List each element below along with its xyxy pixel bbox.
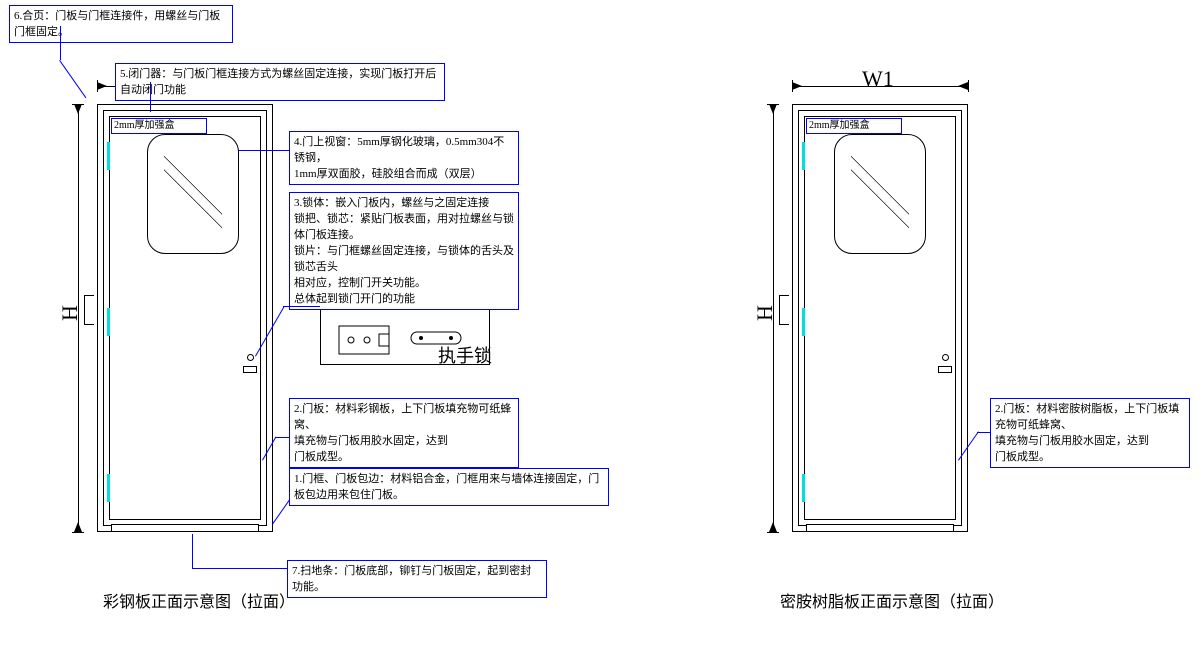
arrow-icon	[74, 522, 82, 532]
door-window	[147, 134, 239, 254]
hinge-icon	[107, 308, 110, 336]
keyhole-plate-icon	[938, 366, 952, 373]
dim-label-h: H	[752, 305, 778, 321]
door-sweep	[806, 524, 954, 532]
leader-line	[192, 534, 193, 568]
leader-line	[192, 568, 287, 569]
hinge-icon	[107, 142, 110, 170]
note-6: 6.合页：门板与门框连接件，用螺丝与门板门框固定。	[9, 5, 233, 43]
leader-line	[283, 306, 320, 307]
door-handle-icon	[247, 354, 254, 361]
leader-line	[60, 26, 61, 60]
closer-label: 2mm厚加强盒	[114, 120, 175, 131]
dim-label-h: H	[57, 305, 83, 321]
leader-line	[272, 499, 290, 524]
door-handle-icon	[942, 354, 949, 361]
note-3: 3.锁体：嵌入门板内，螺丝与之固定连接 锁把、锁芯：紧贴门板表面，用对拉螺丝与锁…	[289, 192, 519, 310]
dim-tick	[72, 532, 84, 533]
closer-box: 2mm厚加强盒	[111, 118, 207, 134]
dim-tick	[968, 80, 969, 92]
closer-box: 2mm厚加强盒	[806, 118, 902, 134]
hinge-icon	[802, 308, 805, 336]
hinge-icon	[802, 474, 805, 502]
dim-label-w1: W1	[862, 66, 894, 92]
note-5: 5.闭门器：与门板门框连接方式为螺丝固定连接，实现门板打开后自动闭门功能	[115, 63, 445, 101]
note-2b: 2.门板：材料密胺树脂板，上下门板填充物可纸蜂窝、 填充物与门板用胶水固定，达到…	[990, 398, 1190, 468]
keyhole-plate-icon	[243, 366, 257, 373]
caption-right: 密胺树脂板正面示意图（拉面）	[780, 588, 1004, 612]
arrow-icon	[74, 104, 82, 114]
hinge-icon	[107, 474, 110, 502]
arrow-icon	[792, 82, 802, 90]
frame-bracket-icon	[84, 295, 94, 325]
closer-label: 2mm厚加强盒	[809, 120, 870, 131]
lock-label: 执手锁	[438, 342, 492, 368]
leader-line	[275, 437, 289, 438]
arrow-icon	[769, 522, 777, 532]
note-7: 7.扫地条：门板底部，铆钉与门板固定，起到密封功能。	[287, 560, 547, 598]
arrow-icon	[958, 82, 968, 90]
door-sweep	[111, 524, 259, 532]
door-window	[834, 134, 926, 254]
door-diagram-right: 2mm厚加强盒	[792, 104, 968, 532]
hinge-icon	[802, 142, 805, 170]
note-4: 4.门上视窗：5mm厚钢化玻璃，0.5mm304不锈钢， 1mm厚双面胶，硅胶组…	[289, 131, 519, 185]
arrow-icon	[769, 104, 777, 114]
stage: 2mm厚加强盒 W H 彩钢板正面示意图（拉面） 执手	[0, 0, 1204, 645]
dim-tick	[767, 532, 779, 533]
leader-line	[150, 82, 151, 112]
leader-line	[977, 432, 990, 433]
note-1: 1.门框、门板包边：材料铝合金，门框用来与墙体连接固定，门板包边用来包住门板。	[289, 468, 609, 506]
note-2: 2.门板：材料彩钢板，上下门板填充物可纸蜂窝、 填充物与门板用胶水固定，达到 门…	[289, 398, 519, 468]
door-diagram-left: 2mm厚加强盒	[97, 104, 273, 532]
arrow-icon	[97, 82, 107, 90]
frame-bracket-icon	[779, 295, 789, 325]
caption-left: 彩钢板正面示意图（拉面）	[103, 588, 295, 612]
leader-line	[59, 60, 86, 98]
leader-line	[238, 150, 289, 151]
